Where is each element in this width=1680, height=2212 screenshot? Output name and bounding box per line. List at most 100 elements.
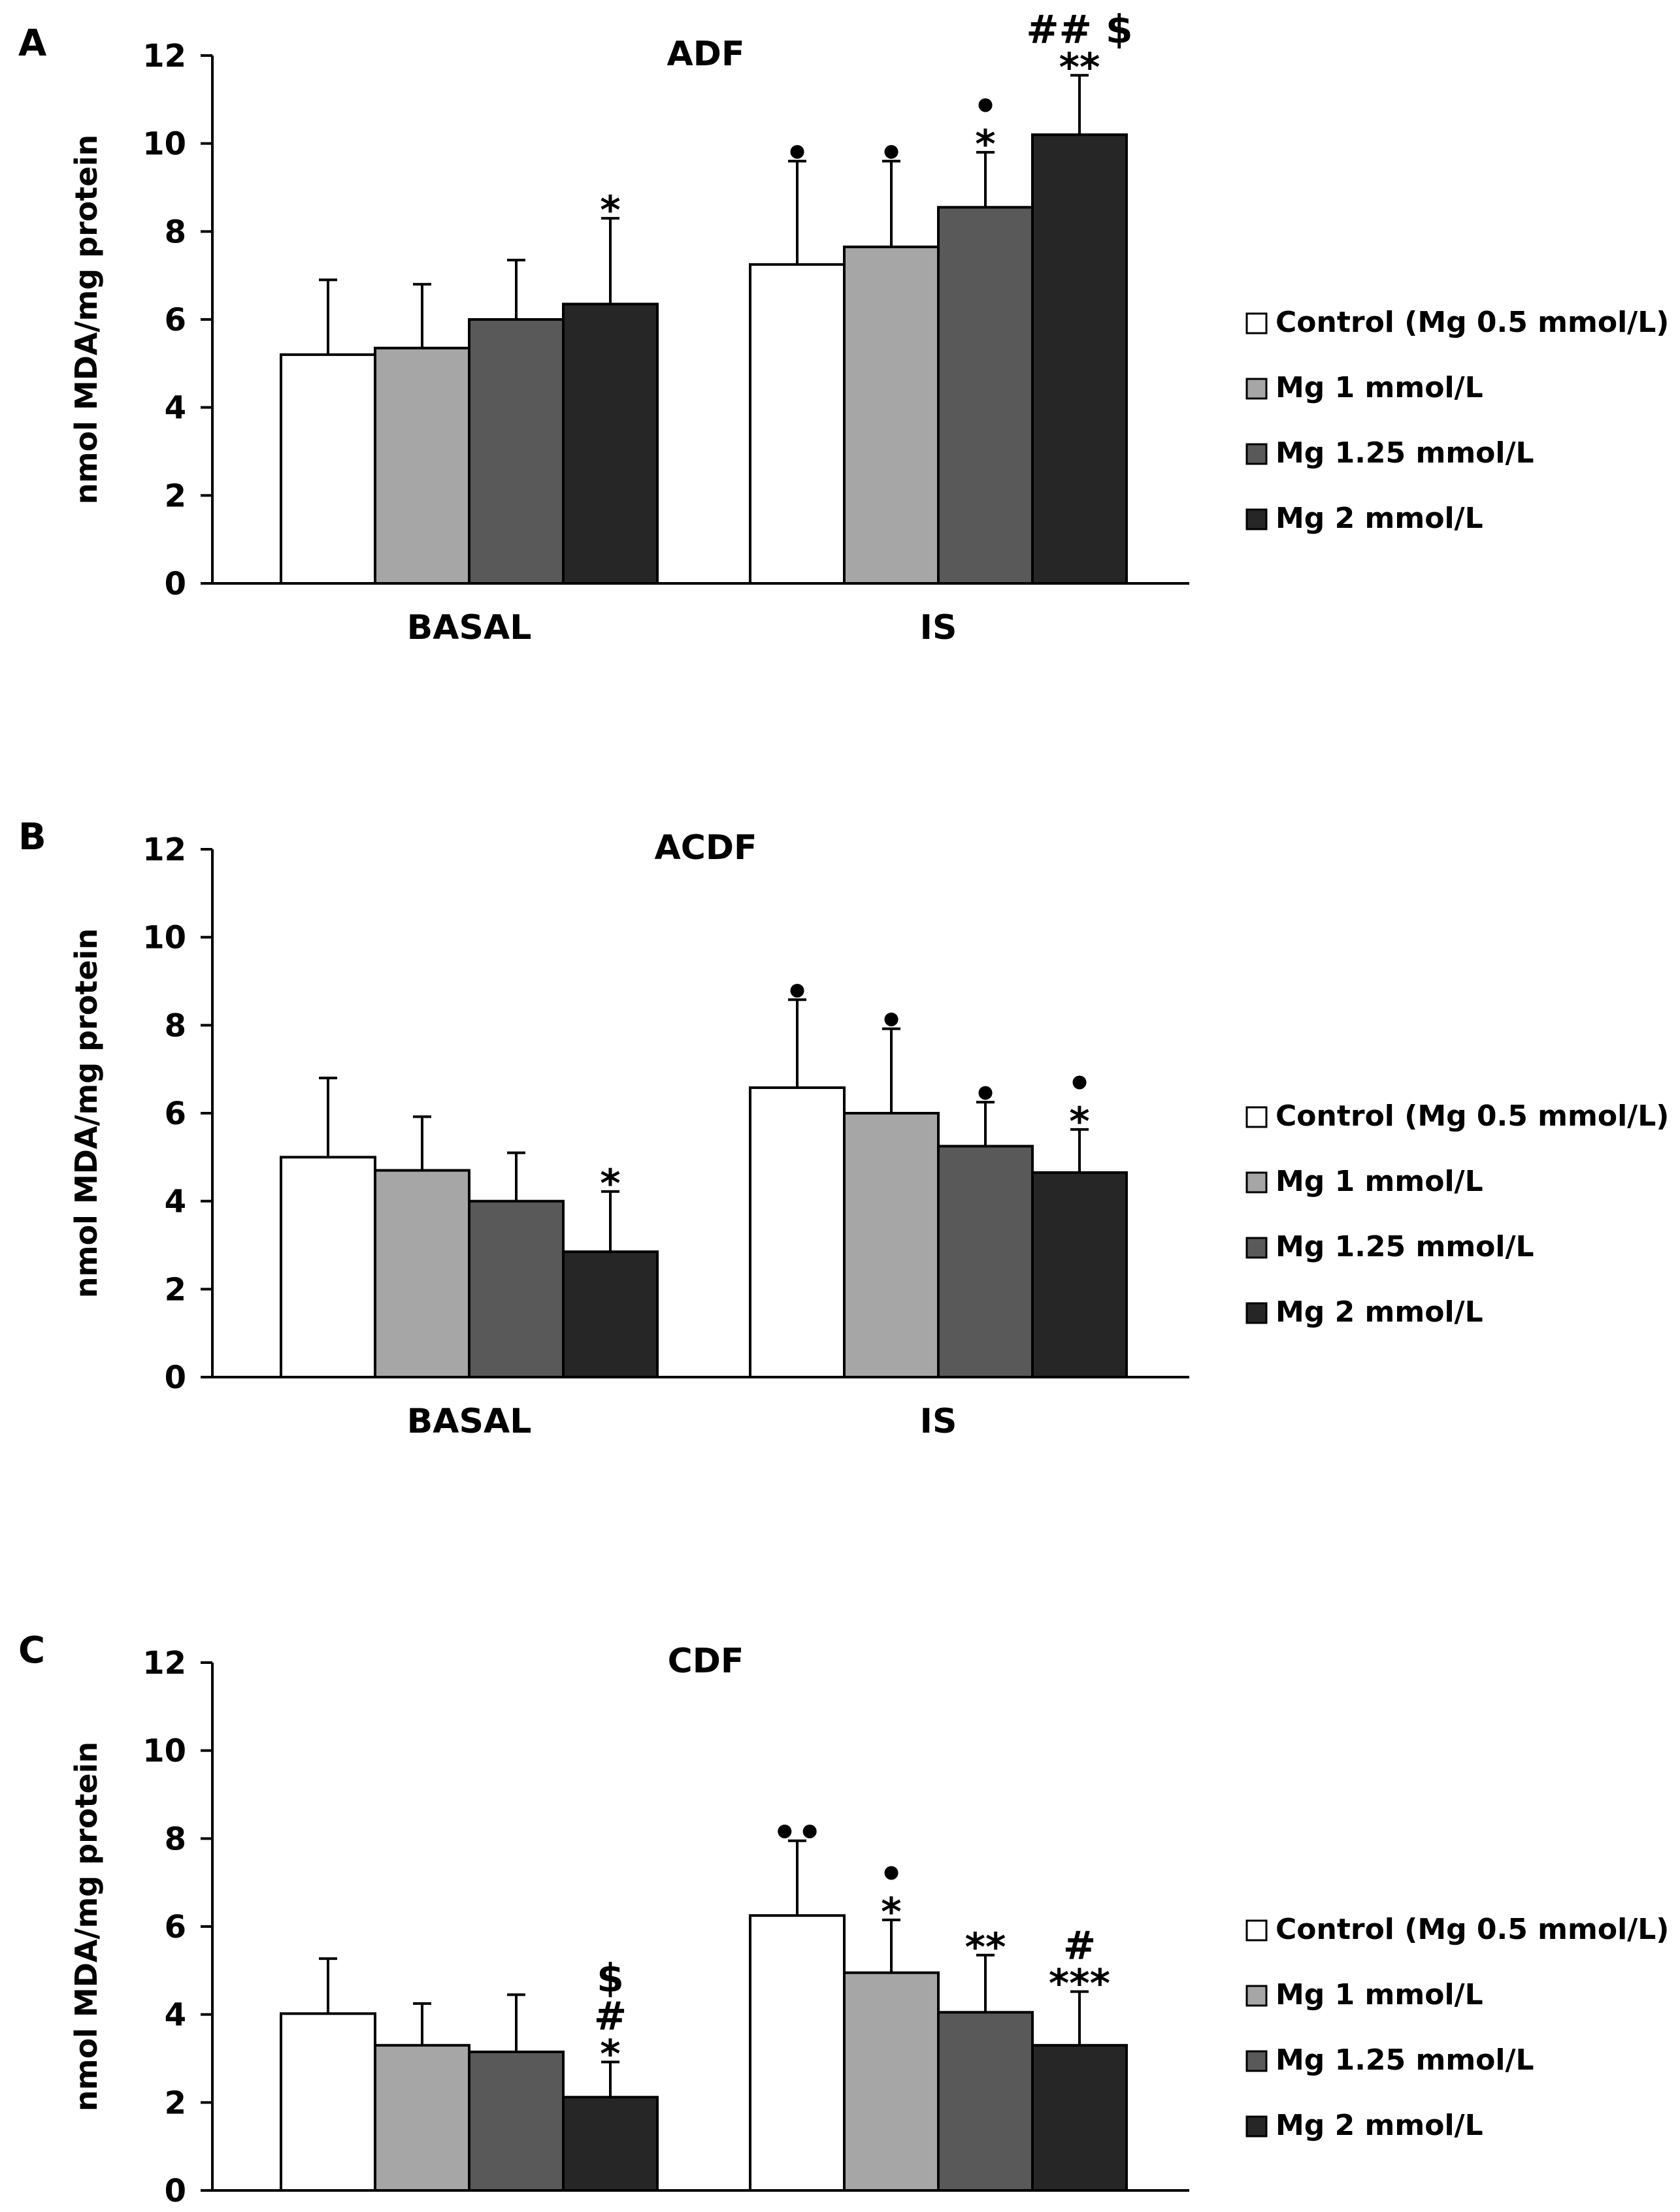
- panel-b-legend-swatch: [1245, 1171, 1268, 1194]
- panel-c-y-tick-label: 0: [165, 2173, 186, 2209]
- panel-a-bar: [374, 346, 470, 585]
- panel-c-y-tick-label: 10: [142, 1733, 186, 1770]
- panel-c-bar: [749, 1914, 846, 2192]
- panel-a-significance-mark: •: [879, 131, 904, 176]
- panel-a-y-tick-label: 2: [165, 478, 186, 514]
- panel-a-label: A: [18, 22, 47, 65]
- panel-c-bar: [1031, 2043, 1128, 2192]
- panel-c-legend-entry: Control (Mg 0.5 mmol/L): [1276, 1913, 1669, 1946]
- panel-c-y-tick-label: 8: [165, 1821, 186, 1857]
- panel-a-y-tick-label: 0: [165, 566, 186, 602]
- panel-a-significance-mark: **: [1059, 44, 1100, 90]
- panel-a-bar: [562, 302, 659, 585]
- panel-b-significance-mark: •: [973, 1071, 998, 1117]
- panel-a-ylabel: nmol MDA/mg protein: [69, 135, 104, 504]
- panel-c-legend-entry: Mg 1 mmol/L: [1276, 1978, 1483, 2011]
- panel-a-legend-entry: Mg 1.25 mmol/L: [1276, 436, 1534, 470]
- panel-b-ylabel: nmol MDA/mg protein: [69, 928, 104, 1298]
- panel-b-significance-mark: •: [785, 969, 810, 1015]
- panel-c-title: CDF: [668, 1642, 744, 1681]
- panel-b-y-tick-label: 10: [142, 920, 186, 956]
- panel-b-bar: [468, 1199, 565, 1378]
- panel-a-legend-entry: Mg 1 mmol/L: [1276, 371, 1483, 404]
- panel-a-y-tick-label: 4: [165, 390, 186, 427]
- panel-b-bar: [937, 1145, 1034, 1378]
- panel-b-bar: [562, 1250, 659, 1378]
- panel-c-significance-mark: ***: [1049, 1961, 1110, 2007]
- panel-a-y-tick-label: 8: [165, 214, 186, 250]
- panel-a-x-category-label: BASAL: [407, 608, 532, 647]
- panel-c-significance-mark: *: [881, 1889, 901, 1935]
- panel-c-significance-mark: •: [879, 1851, 904, 1897]
- panel-a-significance-mark: *: [600, 187, 620, 233]
- panel-b-legend-entry: Control (Mg 0.5 mmol/L): [1276, 1099, 1669, 1133]
- panel-a-legend-entry: Mg 2 mmol/L: [1276, 502, 1483, 535]
- panel-a-title: ADF: [667, 35, 745, 74]
- panel-b-legend-entry: Mg 2 mmol/L: [1276, 1295, 1483, 1329]
- panel-b-bar: [843, 1112, 940, 1378]
- panel-c-legend-entry: Mg 2 mmol/L: [1276, 2109, 1483, 2142]
- panel-c-y-tick-label: 4: [165, 1997, 186, 2034]
- panel-c-significance-mark: *: [600, 2031, 620, 2077]
- panel-b-y-tick-label: 0: [165, 1359, 186, 1396]
- panel-c-significance-mark: $: [597, 1955, 624, 2001]
- panel-b-legend-swatch: [1245, 1302, 1268, 1324]
- panel-b-label: B: [18, 816, 46, 858]
- panel-a-legend-swatch: [1245, 312, 1268, 334]
- panel-b-bar: [374, 1169, 470, 1378]
- panel-c-significance-mark: ••: [772, 1810, 823, 1856]
- panel-a-significance-mark: ••: [1055, 0, 1105, 14]
- panel-a-significance-mark: •: [973, 84, 998, 129]
- panel-a-significance-mark: ## $: [1026, 7, 1132, 52]
- panel-c-bar: [468, 2050, 565, 2192]
- panel-b-x-category-label: IS: [920, 1402, 957, 1441]
- panel-c-y-tick-label: 12: [142, 1645, 186, 1682]
- panel-c-bar: [280, 2012, 376, 2192]
- panel-b-y-tick-label: 8: [165, 1007, 186, 1044]
- panel-b-legend-entry: Mg 1.25 mmol/L: [1276, 1230, 1534, 1263]
- panel-b-y-tick-label: 2: [165, 1271, 186, 1308]
- panel-a-legend-entry: Control (Mg 0.5 mmol/L): [1276, 306, 1669, 339]
- panel-a-bar: [1031, 133, 1128, 585]
- panel-c-significance-mark: **: [965, 1925, 1006, 1970]
- panel-a-legend-swatch: [1245, 378, 1268, 400]
- panel-c-bar: [374, 2043, 470, 2192]
- panel-c-label: C: [18, 1629, 45, 1672]
- panel-b-x-category-label: BASAL: [407, 1402, 532, 1441]
- panel-c-legend-swatch: [1245, 2050, 1268, 2072]
- panel-b-bar: [280, 1156, 376, 1379]
- panel-a-significance-mark: *: [975, 122, 995, 167]
- panel-c-legend-entry: Mg 1.25 mmol/L: [1276, 2043, 1534, 2077]
- panel-a-bar: [937, 206, 1034, 585]
- panel-c-ylabel: nmol MDA/mg protein: [69, 1742, 104, 2111]
- panel-b-y-tick-label: 12: [142, 832, 186, 868]
- panel-a-bar: [749, 263, 846, 585]
- panel-c-y-tick-label: 6: [165, 1909, 186, 1945]
- panel-b-significance-mark: •: [1067, 1061, 1092, 1107]
- panel-b-y-tick-label: 4: [165, 1184, 186, 1220]
- panel-b-significance-mark: *: [1069, 1099, 1089, 1145]
- panel-b-y-tick-label: 6: [165, 1096, 186, 1132]
- panel-b-legend-swatch: [1245, 1237, 1268, 1259]
- panel-a-legend-swatch: [1245, 508, 1268, 530]
- panel-a-bar: [468, 318, 565, 585]
- panel-b-significance-mark: *: [600, 1161, 620, 1207]
- panel-c-legend-swatch: [1245, 1919, 1268, 1942]
- panel-c-bar: [937, 2011, 1034, 2192]
- panel-c-y-tick-label: 2: [165, 2085, 186, 2121]
- panel-c-legend-swatch: [1245, 2115, 1268, 2138]
- panel-c-significance-mark: #: [594, 1993, 627, 2039]
- panel-b-bar: [749, 1086, 846, 1378]
- panel-b-title: ACDF: [654, 828, 757, 868]
- panel-a-x-category-label: IS: [920, 608, 957, 647]
- panel-c-bar: [843, 1971, 940, 2192]
- panel-a-y-tick-label: 12: [142, 38, 186, 74]
- panel-c-bar: [562, 2096, 659, 2192]
- panel-a-significance-mark: •: [785, 131, 810, 176]
- panel-b-bar: [1031, 1171, 1128, 1379]
- panel-a-legend-swatch: [1245, 443, 1268, 465]
- panel-b-legend-swatch: [1245, 1106, 1268, 1128]
- panel-a-y-tick-label: 6: [165, 302, 186, 338]
- panel-a-bar: [280, 353, 376, 585]
